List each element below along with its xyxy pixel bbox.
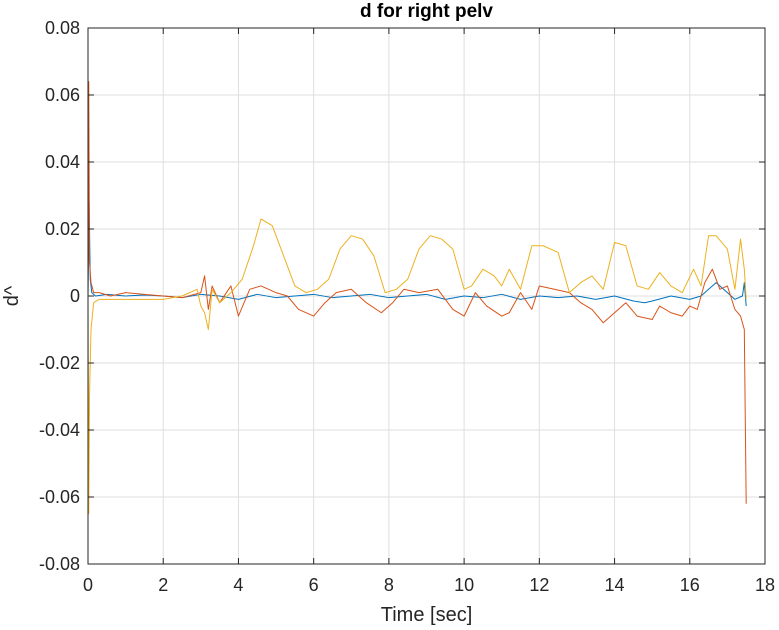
chart-title: d for right pelv <box>360 1 493 22</box>
y-tick-label: -0.08 <box>39 554 80 574</box>
series-line-3 <box>87 218 747 515</box>
series-layer <box>87 81 747 515</box>
y-tick-label: 0.06 <box>45 85 80 105</box>
x-tick-label: 12 <box>529 575 549 595</box>
x-tick-label: 10 <box>454 575 474 595</box>
y-axis: -0.08 -0.06 -0.04 -0.02 0 0.02 0.04 0.06 0.08 <box>39 18 765 574</box>
x-tick-label: 0 <box>83 575 93 595</box>
y-axis-label: d^ <box>1 285 23 306</box>
x-tick-label: 18 <box>755 575 775 595</box>
x-tick-label: 14 <box>605 575 625 595</box>
y-tick-label: 0.04 <box>45 152 80 172</box>
series-line-2 <box>87 81 747 504</box>
x-tick-label: 8 <box>384 575 394 595</box>
x-tick-label: 6 <box>309 575 319 595</box>
x-tick-label: 2 <box>158 575 168 595</box>
y-tick-label: 0 <box>70 286 80 306</box>
y-tick-label: 0.02 <box>45 219 80 239</box>
x-axis: 0 2 4 6 8 10 12 14 16 18 <box>83 28 775 595</box>
y-tick-label: -0.06 <box>39 487 80 507</box>
y-tick-label: -0.02 <box>39 353 80 373</box>
x-tick-label: 4 <box>233 575 243 595</box>
y-tick-label: 0.08 <box>45 18 80 38</box>
x-axis-label: Time [sec] <box>381 604 473 626</box>
y-tick-label: -0.04 <box>39 420 80 440</box>
x-tick-label: 16 <box>680 575 700 595</box>
